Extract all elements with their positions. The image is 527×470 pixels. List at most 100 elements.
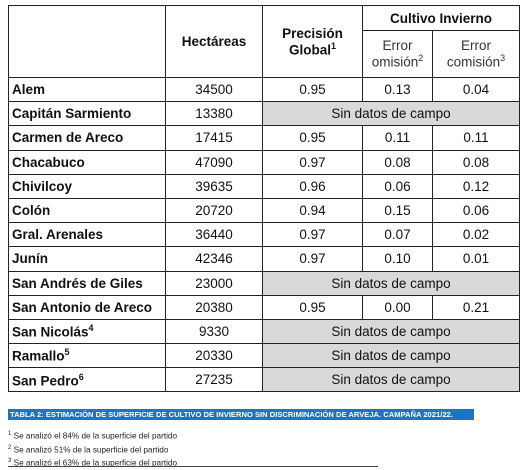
value-cell: 0.07 bbox=[362, 222, 433, 248]
hectares-cell: 34500 bbox=[165, 76, 263, 103]
hectares-cell: 36440 bbox=[165, 222, 263, 248]
value-cell: 0.94 bbox=[262, 197, 363, 224]
hectares-cell: 17415 bbox=[165, 125, 263, 151]
value-cell: 0.10 bbox=[362, 246, 433, 272]
row-name: Capitán Sarmiento bbox=[8, 101, 166, 127]
header-cell: Precisión Global1 bbox=[262, 5, 363, 78]
footnote-mark: 3 bbox=[8, 458, 12, 464]
footnote-text: Se analizó 51% de la superficie del part… bbox=[13, 445, 169, 455]
data-table: Hectáreas Precisión Global1 Cultivo Invi… bbox=[8, 5, 521, 393]
caption: TABLA 2: ESTIMACIÓN DE SUPERFICIE DE CUL… bbox=[8, 409, 474, 420]
value-cell: 0.12 bbox=[431, 173, 521, 199]
row-name-text: Gral. Arenales bbox=[12, 227, 104, 243]
footnote-ref: 6 bbox=[78, 371, 84, 382]
row-name-text: San Antonio de Areco bbox=[12, 299, 153, 315]
empty-header bbox=[8, 5, 166, 78]
row-name: Chacabuco bbox=[8, 149, 166, 175]
row-name-text: Chivilcoy bbox=[12, 178, 73, 194]
header-text: Error omisión bbox=[371, 38, 419, 70]
table-row: Junín 42346 0.97 0.10 0.01 bbox=[8, 246, 521, 272]
no-data-cell: Sin datos de campo bbox=[261, 101, 521, 127]
row-name: Colón bbox=[8, 197, 166, 224]
hectares-cell: 20330 bbox=[165, 343, 263, 369]
row-name-text: Capitán Sarmiento bbox=[12, 106, 132, 122]
table-row: Gral. Arenales 36440 0.97 0.07 0.02 bbox=[8, 222, 521, 248]
row-name: Carmen de Areco bbox=[8, 125, 166, 151]
value-cell: 0.95 bbox=[262, 125, 363, 151]
no-data-cell: Sin datos de campo bbox=[261, 367, 521, 393]
footnote-text: Se analizó el 84% de la superficie del p… bbox=[13, 431, 178, 441]
footnote-ref: 5 bbox=[64, 347, 70, 358]
no-data-cell: Sin datos de campo bbox=[261, 270, 521, 296]
value-cell: 0.00 bbox=[362, 294, 433, 320]
table-row: San Andrés de Giles 23000 Sin datos de cam… bbox=[8, 270, 521, 296]
value-cell: 0.06 bbox=[431, 197, 521, 224]
footnote-mark: 2 bbox=[8, 444, 12, 451]
table-row: Chivilcoy 39635 0.96 0.06 0.12 bbox=[8, 173, 521, 199]
hectares-cell: 13380 bbox=[165, 101, 263, 127]
value-cell: 0.13 bbox=[362, 76, 433, 103]
header-cell: Cultivo Invierno bbox=[361, 5, 521, 31]
row-name-text: San Pedro bbox=[12, 373, 79, 389]
footnote-mark: 1 bbox=[8, 431, 12, 437]
value-cell: 0.08 bbox=[362, 149, 433, 175]
footnote-ref: 4 bbox=[88, 323, 94, 334]
row-name: San Pedro6 bbox=[8, 367, 166, 393]
header-cell: Error omisión2 bbox=[362, 30, 433, 78]
value-cell: 0.02 bbox=[431, 222, 521, 248]
row-name-text: Alem bbox=[12, 82, 46, 98]
row-name-text: Junín bbox=[12, 251, 48, 267]
footnote: 1 Se analizó el 84% de la superficie del… bbox=[8, 431, 177, 441]
row-name-text: Carmen de Areco bbox=[12, 130, 124, 146]
value-cell: 0.96 bbox=[262, 173, 363, 199]
footnote-ref: 3 bbox=[500, 53, 506, 64]
hectares-cell: 39635 bbox=[165, 173, 263, 199]
header-text: Hectáreas bbox=[181, 34, 247, 49]
no-data-cell: Sin datos de campo bbox=[261, 343, 521, 369]
footnote-ref: 1 bbox=[331, 40, 337, 51]
hectares-cell: 42346 bbox=[165, 246, 263, 272]
row-name: Chivilcoy bbox=[8, 173, 166, 199]
table-row: Colón 20720 0.94 0.15 0.06 bbox=[8, 197, 521, 224]
row-name: Gral. Arenales bbox=[8, 222, 166, 248]
no-data-cell: Sin datos de campo bbox=[261, 318, 521, 345]
hectares-cell: 27235 bbox=[165, 367, 263, 393]
hectares-cell: 20720 bbox=[165, 197, 263, 224]
row-name: Junín bbox=[8, 246, 166, 272]
rule bbox=[8, 466, 378, 467]
table-row: Capitán Sarmiento 13380 Sin datos de campo bbox=[8, 101, 521, 127]
header-text: Cultivo Invierno bbox=[390, 10, 493, 26]
value-cell: 0.06 bbox=[362, 173, 433, 199]
footnote-text: Se analizó el 63% de la superficie del p… bbox=[13, 458, 178, 468]
row-name: San Andrés de Giles bbox=[8, 270, 166, 296]
value-cell: 0.11 bbox=[431, 125, 521, 151]
hectares-cell: 47090 bbox=[165, 149, 263, 175]
footnote: 2 Se analizó 51% de la superficie del pa… bbox=[8, 445, 168, 455]
row-name: Alem bbox=[8, 76, 166, 103]
value-cell: 0.11 bbox=[362, 125, 433, 151]
value-cell: 0.21 bbox=[431, 294, 521, 320]
table-row: Carmen de Areco 17415 0.95 0.11 0.11 bbox=[8, 125, 521, 151]
table-row: San Pedro6 27235 Sin datos de campo bbox=[8, 367, 521, 393]
row-name: San Nicolás4 bbox=[8, 318, 166, 345]
value-cell: 0.95 bbox=[262, 76, 363, 103]
table-row: San Antonio de Areco 20380 0.95 0.00 0.21 bbox=[8, 294, 521, 320]
table-row: Ramallo5 20330 Sin datos de campo bbox=[8, 343, 521, 369]
value-cell: 0.97 bbox=[262, 246, 363, 272]
header-text: Precisión Global bbox=[282, 25, 343, 58]
value-cell: 0.01 bbox=[431, 246, 521, 272]
header-cell: Hectáreas bbox=[165, 5, 263, 78]
row-name-text: San Nicolás bbox=[12, 324, 89, 340]
row-name-text: Ramallo bbox=[12, 348, 65, 364]
row-name-text: Chacabuco bbox=[12, 154, 85, 170]
value-cell: 0.08 bbox=[431, 149, 521, 175]
footnote: 3 Se analizó el 63% de la superficie del… bbox=[8, 458, 177, 468]
hectares-cell: 20380 bbox=[165, 294, 263, 320]
value-cell: 0.04 bbox=[431, 76, 521, 103]
header-text: Error comisión bbox=[446, 38, 501, 70]
row-name: San Antonio de Areco bbox=[8, 294, 166, 320]
value-cell: 0.97 bbox=[262, 222, 363, 248]
table-row: San Nicolás4 9330 Sin datos de campo bbox=[8, 318, 521, 345]
table-row: Chacabuco 47090 0.97 0.08 0.08 bbox=[8, 149, 521, 175]
